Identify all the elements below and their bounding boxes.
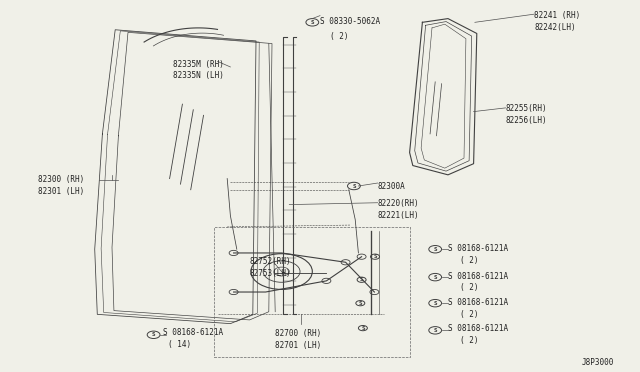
Text: 82753(LH): 82753(LH) (250, 269, 291, 278)
Circle shape (229, 289, 238, 295)
Text: S 08168-6121A: S 08168-6121A (163, 328, 223, 337)
Text: S 08168-6121A: S 08168-6121A (448, 244, 508, 253)
Text: ( 2): ( 2) (460, 283, 478, 292)
Text: 82242(LH): 82242(LH) (534, 23, 576, 32)
Text: 82255(RH): 82255(RH) (506, 104, 547, 113)
Text: 82300 (RH): 82300 (RH) (38, 175, 84, 184)
Text: S: S (433, 301, 437, 306)
Text: S: S (310, 20, 314, 25)
Text: S: S (373, 254, 377, 259)
Text: ( 2): ( 2) (460, 256, 478, 264)
Text: S 08168-6121A: S 08168-6121A (448, 324, 508, 333)
Text: S: S (433, 328, 437, 333)
Text: ( 2): ( 2) (330, 32, 348, 41)
Text: J8P3000: J8P3000 (582, 358, 614, 367)
Text: S: S (358, 301, 362, 306)
Text: 82700 (RH): 82700 (RH) (275, 329, 321, 338)
Text: 82256(LH): 82256(LH) (506, 116, 547, 125)
Text: S 08168-6121A: S 08168-6121A (448, 298, 508, 307)
Text: ( 14): ( 14) (168, 340, 191, 349)
Text: 82752(RH): 82752(RH) (250, 257, 291, 266)
Text: S: S (152, 332, 156, 337)
Circle shape (357, 254, 366, 259)
Circle shape (229, 250, 238, 256)
Text: ( 2): ( 2) (460, 336, 478, 344)
Text: S 08168-6121A: S 08168-6121A (448, 272, 508, 280)
Text: 82701 (LH): 82701 (LH) (275, 341, 321, 350)
Text: 82241 (RH): 82241 (RH) (534, 11, 580, 20)
Text: 82335N (LH): 82335N (LH) (173, 71, 223, 80)
Text: 82220(RH): 82220(RH) (378, 199, 419, 208)
Text: S: S (433, 275, 437, 280)
Text: 82335M (RH): 82335M (RH) (173, 60, 223, 68)
Text: S: S (360, 277, 364, 282)
Text: S: S (361, 326, 365, 331)
Circle shape (370, 289, 379, 295)
Text: ( 2): ( 2) (460, 310, 478, 318)
Text: S 08330-5062A: S 08330-5062A (320, 17, 380, 26)
Circle shape (322, 278, 331, 283)
Circle shape (341, 260, 350, 265)
Text: 82301 (LH): 82301 (LH) (38, 187, 84, 196)
Text: S: S (433, 247, 437, 252)
Text: 82300A: 82300A (378, 182, 405, 190)
Text: 82221(LH): 82221(LH) (378, 211, 419, 220)
Text: S: S (352, 183, 356, 189)
